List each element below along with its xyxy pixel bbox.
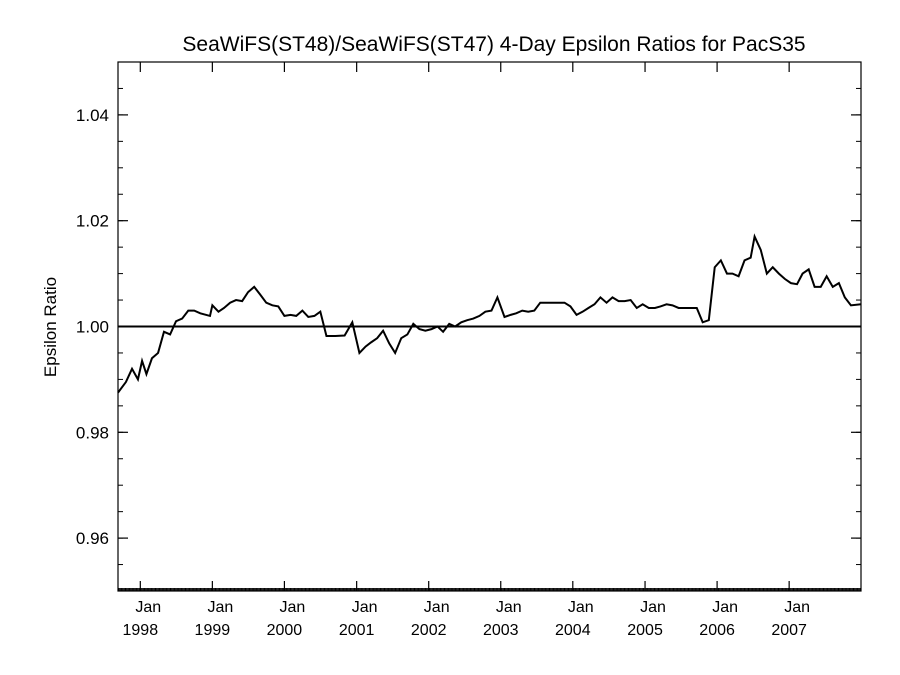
- x-tick-year-label: 2004: [555, 622, 591, 639]
- y-tick-label: 0.96: [76, 529, 109, 548]
- y-axis-ticks: 0.96 0.98 1.00 1.02 1.04: [76, 106, 861, 548]
- x-tick-year-label: 2003: [483, 622, 519, 639]
- x-tick-month-label: Jan: [640, 599, 666, 616]
- x-tick-year-label: 1998: [123, 622, 159, 639]
- x-tick-month-label: Jan: [496, 599, 522, 616]
- x-tick-month-label: Jan: [207, 599, 233, 616]
- y-axis-label: Epsilon Ratio: [41, 277, 60, 377]
- x-tick-month-label: Jan: [280, 599, 306, 616]
- y-tick-label: 1.04: [76, 106, 109, 125]
- x-tick-year-label: 2000: [267, 622, 303, 639]
- x-tick-year-label: 2001: [339, 622, 375, 639]
- x-tick-month-label: Jan: [568, 599, 594, 616]
- x-tick-month-label: Jan: [352, 599, 378, 616]
- minor-ticks: [117, 87, 862, 591]
- chart-title: SeaWiFS(ST48)/SeaWiFS(ST47) 4-Day Epsilo…: [182, 33, 805, 56]
- x-tick-month-label: Jan: [135, 599, 161, 616]
- x-axis-ticks: Jan 1998 Jan 1999 Jan 2000 Jan 2001 Jan 2002 Jan 20…: [123, 62, 810, 639]
- x-tick-year-label: 2005: [627, 622, 663, 639]
- x-tick-year-label: 2002: [411, 622, 447, 639]
- x-tick-month-label: Jan: [784, 599, 810, 616]
- x-tick-year-label: 2006: [699, 622, 735, 639]
- x-tick-month-label: Jan: [712, 599, 738, 616]
- y-tick-label: 1.00: [76, 318, 109, 337]
- x-tick-month-label: Jan: [424, 599, 450, 616]
- series-line: [117, 233, 862, 394]
- plot-frame: [117, 61, 862, 592]
- x-tick-year-label: 1999: [195, 622, 231, 639]
- y-tick-label: 1.02: [76, 212, 109, 231]
- y-tick-label: 0.98: [76, 423, 109, 442]
- x-tick-year-label: 2007: [771, 622, 807, 639]
